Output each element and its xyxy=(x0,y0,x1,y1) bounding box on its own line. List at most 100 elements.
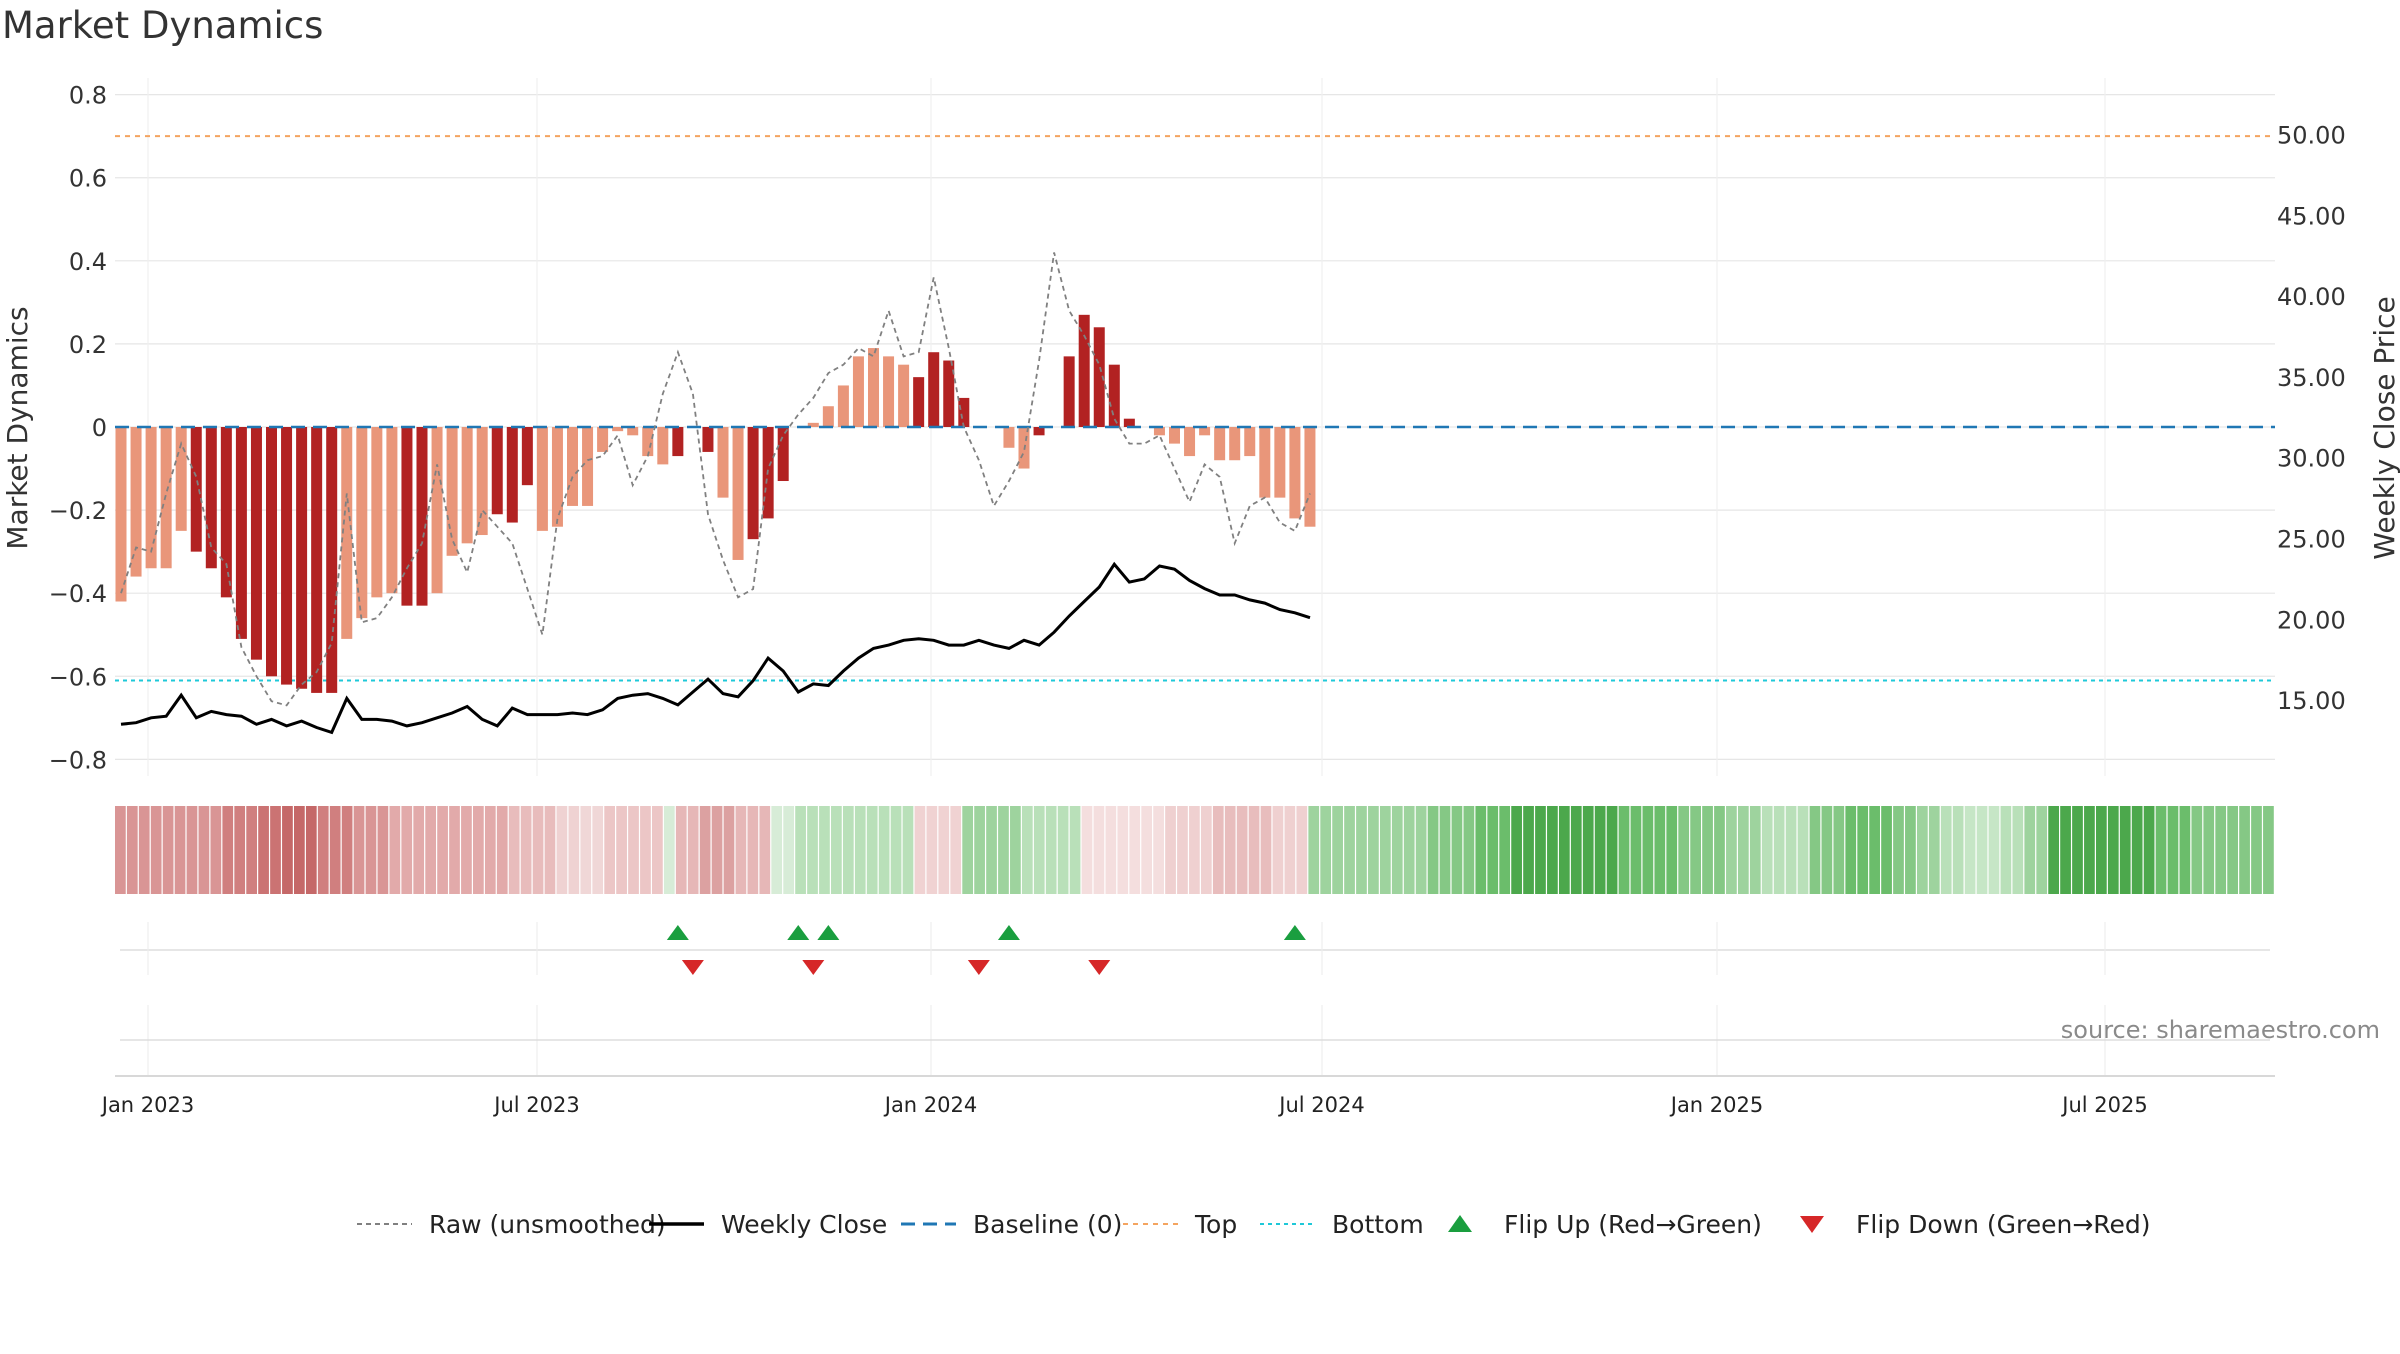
regime-strip-cell xyxy=(210,806,222,894)
regime-strip-cell xyxy=(1964,806,1976,894)
regime-strip-cell xyxy=(1940,806,1952,894)
regime-strip-cell xyxy=(1475,806,1487,894)
regime-strip-cell xyxy=(795,806,806,894)
y-tick-label: −0.8 xyxy=(49,746,107,774)
regime-strip-cell xyxy=(1881,806,1892,894)
regime-strip-cell xyxy=(496,806,508,894)
dynamics-bar xyxy=(747,427,759,540)
regime-strip-cell xyxy=(150,806,162,894)
regime-strip-cell xyxy=(962,806,974,894)
regime-strip-cell xyxy=(1033,806,1045,894)
dynamics-bar xyxy=(1244,427,1256,457)
regime-strip-cell xyxy=(1869,806,1880,894)
flip-up-marker xyxy=(1283,925,1306,940)
regime-strip-cell xyxy=(616,806,627,894)
dynamics-bar xyxy=(567,427,578,506)
dynamics-bar xyxy=(672,427,684,457)
regime-strip-cell xyxy=(198,806,210,894)
regime-strip-cell xyxy=(2263,806,2274,894)
dynamics-bar xyxy=(356,427,368,619)
y2-tick-label: 35.00 xyxy=(2277,364,2346,392)
y2-tick-label: 25.00 xyxy=(2277,525,2346,553)
regime-strip-cell xyxy=(377,806,389,894)
regime-strip-cell xyxy=(2119,806,2131,894)
dynamics-bar xyxy=(822,406,834,427)
flip-up-marker xyxy=(666,925,689,940)
regime-strip-cell xyxy=(1117,806,1129,894)
regime-strip-cell xyxy=(747,806,759,894)
legend-label: Baseline (0) xyxy=(973,1210,1122,1239)
regime-strip-cell xyxy=(1606,806,1618,894)
y2-tick-label: 40.00 xyxy=(2277,283,2346,311)
regime-strip-cell xyxy=(1558,806,1570,894)
regime-strip-cell xyxy=(1809,806,1821,894)
dynamics-bar xyxy=(416,427,428,606)
regime-strip-cell xyxy=(1153,806,1164,894)
regime-strip-cell xyxy=(126,806,138,894)
regime-strip-cell xyxy=(914,806,926,894)
dynamics-bar xyxy=(657,427,669,465)
flip-down-marker xyxy=(1088,960,1111,975)
x-tick-label: Jul 2024 xyxy=(1277,1093,1364,1117)
regime-strip-cell xyxy=(1833,806,1845,894)
dynamics-bar xyxy=(1108,364,1120,427)
regime-strip-cell xyxy=(2227,806,2238,894)
regime-strip-cell xyxy=(1427,806,1439,894)
dynamics-bar xyxy=(461,427,473,544)
flip-down-marker xyxy=(967,960,990,975)
y-tick-label: 0.6 xyxy=(69,165,107,193)
dynamics-bar xyxy=(1289,427,1301,519)
regime-strip-cell xyxy=(341,806,353,894)
regime-strip-cell xyxy=(1451,806,1463,894)
dynamics-bar xyxy=(250,427,262,660)
regime-strip-cell xyxy=(711,806,723,894)
regime-strip-cell xyxy=(974,806,985,894)
y2-tick-label: 20.00 xyxy=(2277,606,2346,634)
dynamics-bar xyxy=(807,422,819,427)
regime-strip-cell xyxy=(1690,806,1701,894)
dynamics-bar xyxy=(130,427,142,577)
regime-strip-cell xyxy=(389,806,401,894)
legend-label: Flip Down (Green→Red) xyxy=(1856,1210,2151,1239)
regime-strip-cell xyxy=(1105,806,1117,894)
x-tick-label: Jul 2025 xyxy=(2060,1093,2147,1117)
dynamics-bar xyxy=(1063,356,1075,427)
regime-strip-cell xyxy=(1988,806,2000,894)
regime-strip-cell xyxy=(1785,806,1797,894)
regime-strip-cell xyxy=(604,806,616,894)
dynamics-bar xyxy=(1214,427,1226,461)
dynamics-bar xyxy=(175,427,187,531)
dynamics-bar xyxy=(642,427,654,457)
y-axis-label: Market Dynamics xyxy=(1,306,34,549)
legend-flip-down-icon xyxy=(1800,1216,1824,1233)
y-tick-label: −0.2 xyxy=(49,497,107,525)
raw-unsmoothed-line xyxy=(120,252,1311,707)
regime-strip-cell xyxy=(628,806,639,894)
regime-strip-cell xyxy=(950,806,962,894)
dynamics-bar xyxy=(145,427,157,569)
regime-strip-cell xyxy=(282,806,293,894)
regime-strip-cell xyxy=(1857,806,1869,894)
y-tick-label: 0.4 xyxy=(69,248,107,276)
regime-strip-cell xyxy=(854,806,866,894)
regime-strip-cell xyxy=(186,806,198,894)
regime-strip-cell xyxy=(2095,806,2107,894)
regime-strip-cell xyxy=(1177,806,1188,894)
dynamics-bar xyxy=(446,427,458,556)
regime-strip-cell xyxy=(1368,806,1379,894)
dynamics-bar xyxy=(597,427,609,452)
regime-strip-cell xyxy=(1272,806,1284,894)
regime-strip-cell xyxy=(401,806,413,894)
regime-strip-cell xyxy=(1511,806,1522,894)
dynamics-bar xyxy=(732,427,744,560)
regime-strip-cell xyxy=(890,806,902,894)
regime-strip-cell xyxy=(305,806,317,894)
y2-tick-label: 50.00 xyxy=(2277,122,2346,150)
regime-strip-cell xyxy=(1010,806,1021,894)
regime-strip-cell xyxy=(1284,806,1296,894)
dynamics-bar xyxy=(1184,427,1196,457)
regime-strip-cell xyxy=(2131,806,2143,894)
regime-strip-cell xyxy=(771,806,783,894)
regime-strip-cell xyxy=(1439,806,1451,894)
